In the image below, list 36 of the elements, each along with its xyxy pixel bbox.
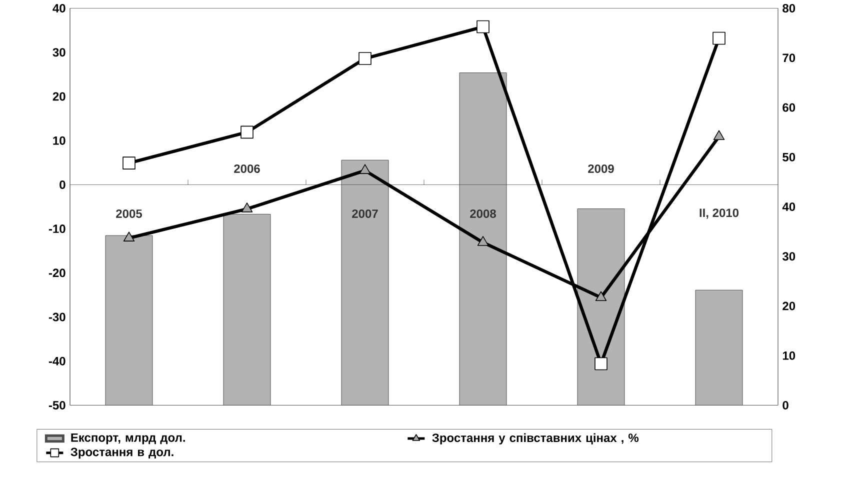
x-tick-label: 2005 bbox=[116, 209, 142, 218]
y2-tick-label: 30 bbox=[782, 252, 796, 261]
x-tick-label: II, 2010 bbox=[700, 208, 739, 219]
y2-tick-label: 70 bbox=[782, 54, 796, 62]
y-tick-label: -30 bbox=[48, 312, 66, 322]
y2-tick-label: 80 bbox=[782, 4, 796, 12]
point bbox=[477, 236, 489, 246]
y2-tick-label: 0 bbox=[782, 400, 788, 410]
y2-tick-label: 50 bbox=[782, 152, 796, 162]
point bbox=[595, 291, 607, 301]
y-tick-label: -50 bbox=[48, 400, 66, 410]
y2-tick-label: 10 bbox=[782, 351, 796, 360]
legend-label: Зростання в дол. bbox=[70, 448, 174, 458]
point bbox=[713, 130, 725, 140]
y-tick-label: 40 bbox=[52, 4, 66, 12]
x-tick-label: 2006 bbox=[234, 164, 260, 173]
point bbox=[359, 164, 371, 174]
point bbox=[123, 232, 135, 242]
point bbox=[476, 20, 490, 34]
y-tick-label: -40 bbox=[48, 356, 66, 366]
legend-label: Зростання у співставних цінах , % bbox=[432, 433, 639, 444]
x-tick-label: 2008 bbox=[470, 209, 496, 218]
y2-tick-label: 20 bbox=[782, 302, 796, 310]
y-tick-label: -20 bbox=[48, 268, 66, 278]
y-tick-label: 0 bbox=[60, 180, 66, 189]
y-tick-label: 30 bbox=[52, 48, 66, 56]
y-tick-label: 10 bbox=[53, 136, 66, 145]
y-tick-label: 20 bbox=[52, 92, 66, 101]
y-tick-label: -10 bbox=[48, 224, 66, 233]
x-tick-label: 2009 bbox=[588, 164, 614, 173]
x-tick-label: 2007 bbox=[352, 209, 378, 218]
y2-tick-label: 40 bbox=[782, 202, 796, 211]
legend-label: Експорт, млрд дол. bbox=[71, 433, 185, 444]
y2-tick-label: 60 bbox=[782, 103, 796, 112]
point bbox=[241, 202, 253, 212]
point bbox=[240, 126, 254, 138]
